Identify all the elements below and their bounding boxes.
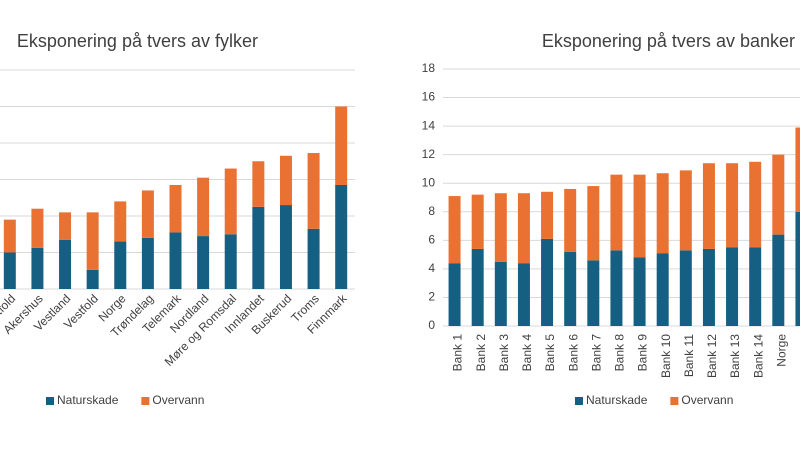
bar-segment <box>471 194 484 249</box>
bar-segment <box>702 248 715 326</box>
y-tick-label: 14 <box>422 118 436 132</box>
x-tick-label: Bank 4 <box>520 334 534 372</box>
bar-segment <box>471 248 484 326</box>
bar-segment <box>307 228 320 289</box>
bar-segment <box>252 161 265 207</box>
bar-segment <box>448 263 461 326</box>
bar-segment <box>3 252 16 289</box>
bar-segment <box>279 155 292 206</box>
bar-segment <box>517 193 530 264</box>
bar-segment <box>197 177 210 237</box>
x-tick-label: Bank 14 <box>751 334 765 378</box>
x-tick-label: Bank 6 <box>566 334 580 372</box>
bar-segment <box>224 234 237 289</box>
y-tick-label: 4 <box>428 261 435 275</box>
bar-segment <box>633 257 646 326</box>
bar-segment <box>633 174 646 258</box>
bar-segment <box>114 241 127 289</box>
chart-title: Eksponering på tvers av banker <box>542 31 795 51</box>
bar-segment <box>252 206 265 289</box>
bar-segment <box>541 191 554 239</box>
bar-segment <box>772 154 785 235</box>
bar-segment <box>494 261 507 326</box>
bar-segment <box>307 153 320 229</box>
bar-segment <box>541 238 554 326</box>
legend-label: Overvann <box>681 393 733 407</box>
bar-segment <box>702 163 715 249</box>
x-tick-label: Bank 12 <box>705 334 719 378</box>
bar-segment <box>610 250 623 326</box>
bar-segment <box>31 247 44 289</box>
bar-segment <box>279 205 292 289</box>
bar-segment <box>59 212 72 240</box>
y-tick-label: 2 <box>428 290 435 304</box>
bar-segment <box>656 253 669 326</box>
x-tick-label: Bank 5 <box>543 334 557 372</box>
bar-segment <box>564 251 577 326</box>
x-tick-label: Bank 9 <box>636 334 650 372</box>
legend-label: Overvann <box>152 393 204 407</box>
chart-title: Eksponering på tvers av fylker <box>17 31 258 51</box>
y-tick-label: 16 <box>422 90 436 104</box>
bar-segment <box>169 184 182 233</box>
bar-segment <box>169 232 182 289</box>
bar-segment <box>86 212 99 270</box>
x-tick-label: Bank 7 <box>589 334 603 372</box>
legend-swatch <box>575 397 583 405</box>
bar-segment <box>795 211 800 326</box>
y-tick-label: 6 <box>428 233 435 247</box>
bar-segment <box>86 269 99 289</box>
bar-segment <box>448 196 461 264</box>
y-tick-label: 8 <box>428 204 435 218</box>
bar-segment <box>114 201 127 242</box>
legend-swatch <box>141 397 150 405</box>
bar-segment <box>494 193 507 262</box>
bar-segment <box>772 234 785 326</box>
bar-segment <box>197 236 210 289</box>
bar-segment <box>3 219 16 253</box>
legend-swatch <box>670 397 679 405</box>
bar-segment <box>335 106 348 185</box>
bar-segment <box>587 186 600 261</box>
y-tick-label: 10 <box>422 175 436 189</box>
y-tick-label: 12 <box>422 147 436 161</box>
bar-segment <box>610 174 623 251</box>
x-tick-label: Bank 8 <box>613 334 627 372</box>
x-tick-label: Bank 1 <box>451 334 465 372</box>
bar-segment <box>679 250 692 326</box>
bar-segment <box>517 263 530 326</box>
x-tick-label: Bank 13 <box>728 334 742 378</box>
bar-segment <box>679 170 692 251</box>
bar-segment <box>726 247 739 326</box>
bar-segment <box>564 188 577 252</box>
legend-label: Naturskade <box>57 393 119 407</box>
x-tick-label: Norge <box>774 334 788 367</box>
bar-segment <box>749 247 762 326</box>
y-tick-label: 0 <box>428 318 435 332</box>
x-tick-label: Bank 3 <box>497 334 511 372</box>
bar-segment <box>795 127 800 212</box>
x-tick-label: Bank 11 <box>682 334 696 377</box>
bar-segment <box>335 184 348 289</box>
bar-segment <box>726 163 739 248</box>
bar-segment <box>141 237 154 289</box>
legend-label: Naturskade <box>586 393 648 407</box>
bar-segment <box>31 208 44 248</box>
x-tick-label: Bank 10 <box>659 334 673 378</box>
bar-segment <box>224 168 237 235</box>
bar-segment <box>587 260 600 326</box>
bar-segment <box>656 173 669 254</box>
bar-segment <box>59 239 72 289</box>
legend-swatch <box>46 397 54 405</box>
bar-segment <box>749 161 762 248</box>
bar-segment <box>141 190 154 238</box>
x-tick-label: Bank 2 <box>474 334 488 372</box>
y-tick-label: 18 <box>422 61 436 75</box>
